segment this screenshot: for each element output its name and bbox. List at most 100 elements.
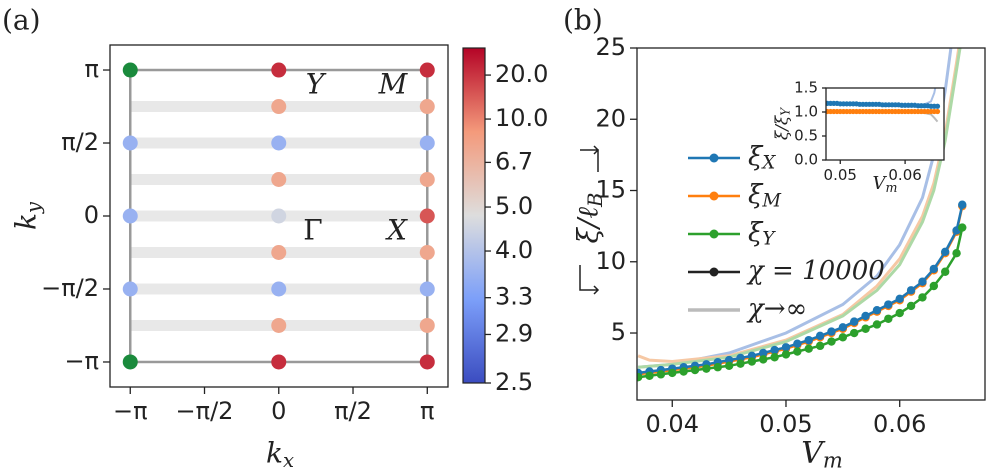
marker: [637, 372, 643, 382]
k-point: [271, 208, 287, 224]
colorbar-tick-label: 2.9: [495, 319, 533, 347]
k-point: [419, 244, 435, 260]
marker: [918, 277, 927, 286]
k-point: [122, 281, 138, 297]
legend-marker: [709, 191, 719, 201]
y-tick-label: 20: [595, 104, 626, 132]
y-tick-label: −π/2: [41, 274, 99, 302]
colorbar-tick-label: 4.0: [495, 236, 533, 264]
marker: [872, 306, 882, 315]
marker: [645, 371, 654, 380]
marker: [884, 300, 893, 309]
legend-label: χ→∞: [746, 294, 807, 324]
marker: [861, 324, 870, 333]
plot-area: [122, 62, 435, 370]
panel-label: (b): [563, 4, 603, 37]
x-tick-label: 0.05: [824, 166, 857, 184]
marker: [736, 359, 745, 368]
x-tick-label: 0: [271, 397, 286, 425]
k-point: [122, 62, 138, 78]
marker: [656, 370, 666, 379]
y-tick-label: 25: [595, 33, 626, 61]
k-point: [419, 99, 435, 115]
y-tick-label: 15: [595, 176, 626, 204]
colorbar-tick-label: 3.3: [495, 283, 533, 311]
label-bracket: [579, 265, 600, 295]
k-point: [271, 99, 287, 115]
inset-y-label: ξ/ξY: [773, 107, 793, 140]
k-point: [271, 172, 287, 188]
marker: [827, 337, 836, 346]
marker: [940, 247, 950, 256]
x-axis-label: kx: [266, 437, 294, 472]
plot-area: [637, 48, 967, 382]
k-point: [419, 317, 435, 333]
colorbar-tick-label: 20.0: [495, 60, 548, 88]
marker: [759, 355, 768, 364]
x-tick-label: 0.05: [759, 410, 812, 438]
x-tick-label: 0.06: [888, 166, 921, 184]
legend-marker: [709, 153, 719, 163]
legend-label: ξY: [748, 218, 776, 249]
marker: [793, 347, 802, 356]
y-tick-label: 0.5: [794, 127, 818, 145]
marker: [781, 350, 791, 359]
marker: [952, 249, 961, 258]
marker: [838, 333, 848, 342]
colorbar: [462, 47, 486, 384]
k-point: [271, 244, 287, 260]
marker: [793, 339, 802, 348]
k-point: [271, 62, 287, 78]
marker: [884, 314, 893, 323]
colorbar-tick-label: 5.0: [495, 192, 533, 220]
x-tick-label: π/2: [334, 397, 372, 425]
k-point: [271, 281, 287, 297]
k-point: [271, 135, 287, 151]
marker: [804, 344, 813, 353]
k-point: [419, 172, 435, 188]
marker: [895, 294, 904, 304]
point-label: Y: [306, 68, 327, 101]
marker: [934, 103, 941, 109]
marker: [918, 293, 927, 302]
colorbar-tick-label: 6.7: [495, 147, 533, 175]
marker: [724, 361, 734, 370]
y-tick-label: 1.0: [794, 103, 818, 121]
y-tick-label: 10: [595, 247, 626, 275]
marker: [690, 365, 700, 375]
marker: [679, 367, 688, 376]
marker: [838, 323, 848, 332]
marker: [906, 301, 916, 311]
point-label: X: [385, 214, 408, 247]
marker: [747, 357, 757, 366]
k-point: [419, 135, 435, 151]
marker: [958, 200, 967, 209]
panel-label: (a): [2, 4, 41, 37]
axes-frame: [109, 44, 449, 388]
plot-area: [826, 88, 941, 123]
x-tick-label: π: [420, 397, 434, 425]
legend-label: χ = 10000: [746, 256, 885, 286]
marker: [929, 264, 939, 274]
marker: [906, 286, 916, 295]
y-tick-label: 5: [611, 318, 626, 346]
k-point: [419, 354, 435, 370]
axes-frame: [636, 47, 986, 401]
y-tick-label: π/2: [61, 128, 99, 156]
k-point: [419, 208, 435, 224]
k-point: [122, 208, 138, 224]
y-axis-label: ky: [10, 201, 45, 230]
marker: [770, 353, 779, 362]
point-label: M: [378, 68, 409, 101]
colorbar-tick-label: 10.0: [495, 104, 548, 132]
legend-marker: [709, 229, 719, 239]
marker: [770, 345, 779, 355]
marker: [804, 335, 813, 345]
label-bracket: [580, 145, 600, 172]
y-tick-label: π: [85, 55, 99, 83]
x-tick-label: −π: [113, 397, 148, 425]
marker: [861, 311, 870, 321]
axes-frame: [825, 87, 945, 161]
x-tick-label: −π/2: [176, 397, 234, 425]
